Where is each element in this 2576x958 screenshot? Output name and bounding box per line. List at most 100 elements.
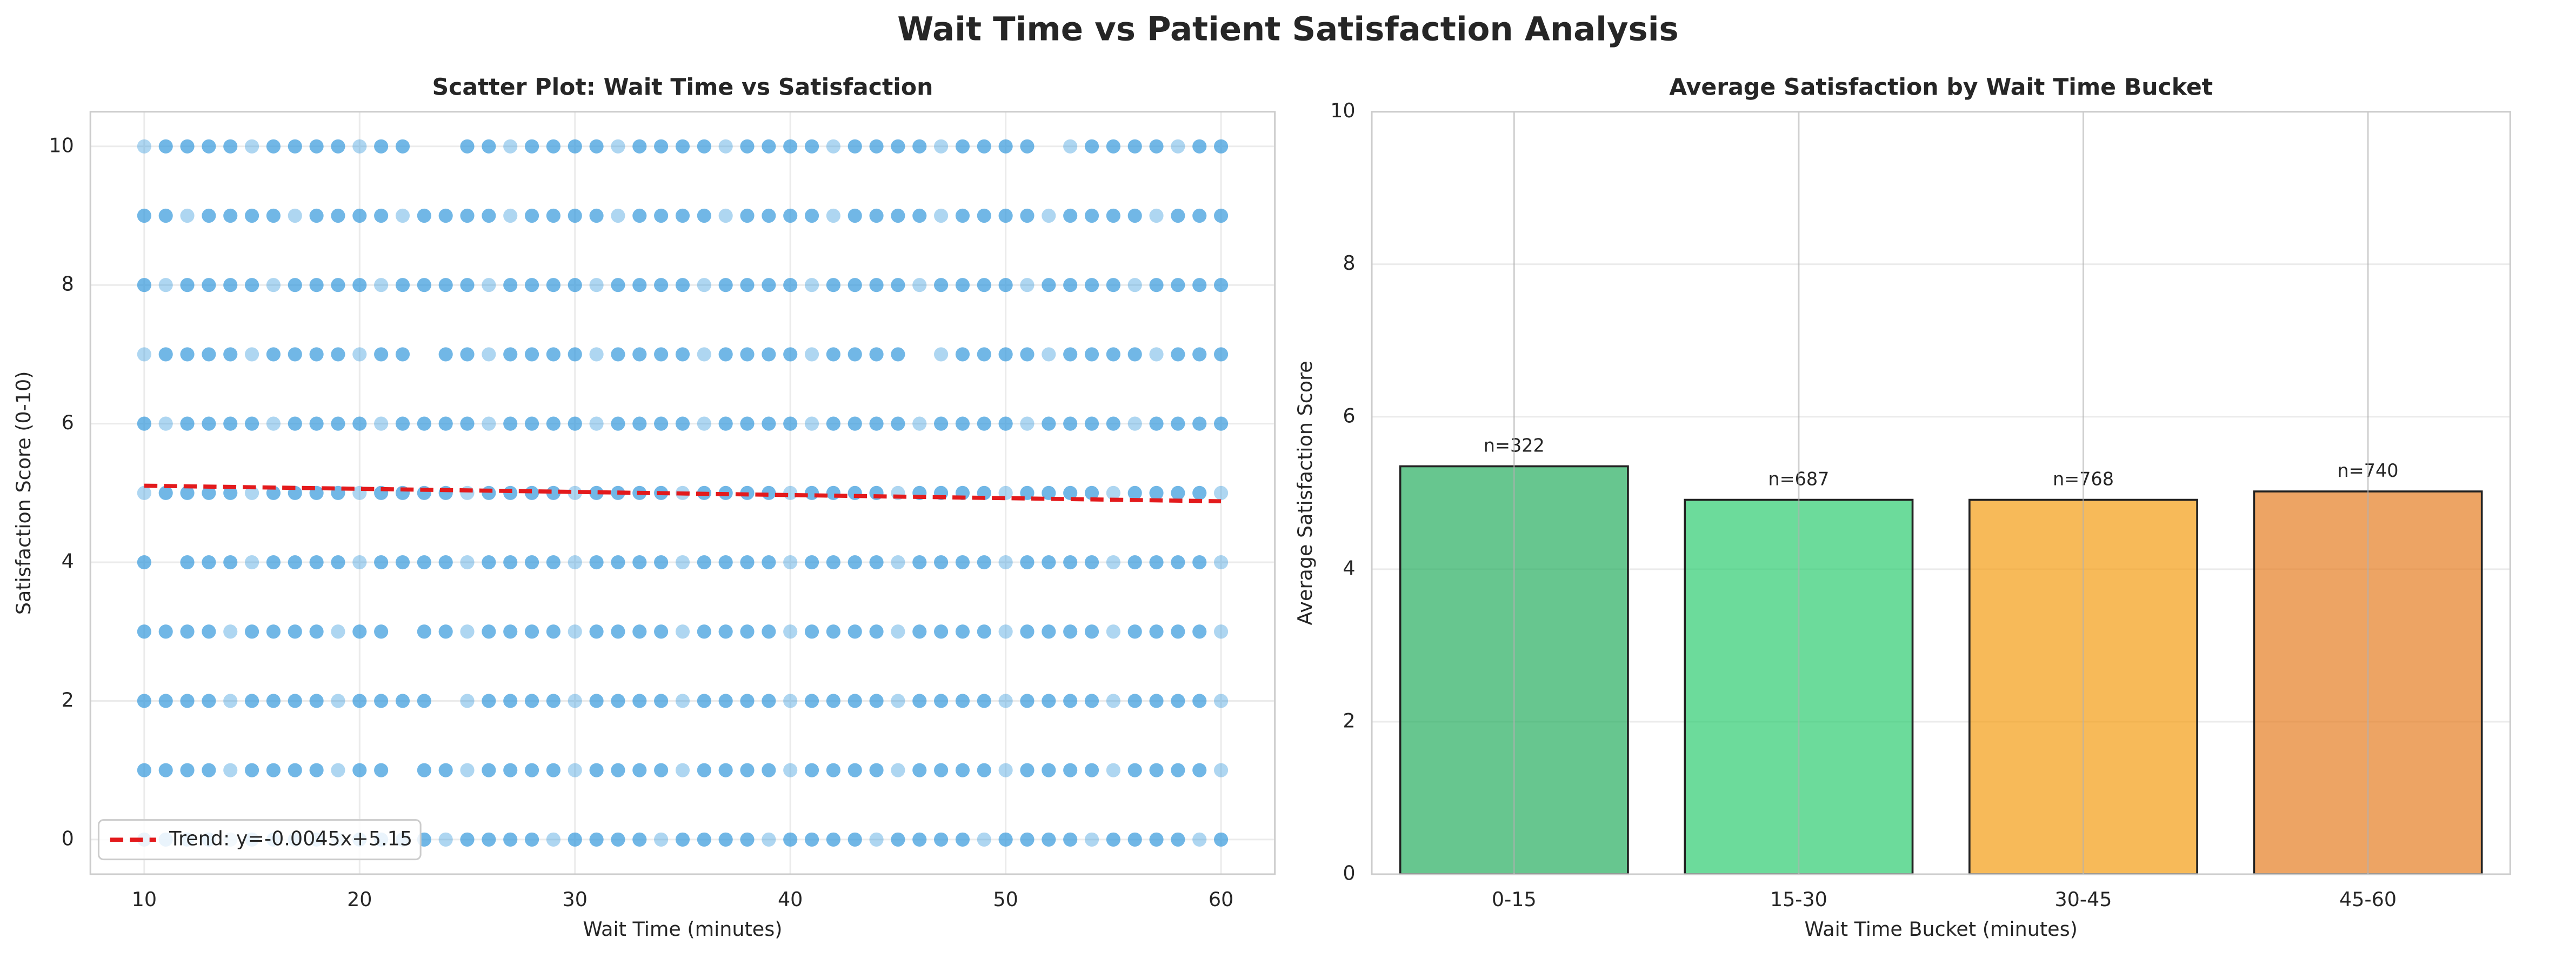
y-tick-label: 10: [1330, 99, 1355, 122]
scatter-point: [1042, 485, 1056, 500]
scatter-point: [395, 347, 410, 362]
scatter-point: [202, 763, 216, 777]
scatter-point: [740, 763, 755, 777]
scatter-point: [1171, 832, 1185, 847]
scatter-point: [826, 416, 840, 431]
scatter-point: [1127, 763, 1142, 777]
scatter-point: [568, 347, 582, 362]
scatter-point: [524, 694, 539, 708]
scatter-point: [245, 278, 259, 292]
scatter-point: [1020, 139, 1035, 154]
scatter-point: [245, 485, 259, 500]
scatter-point: [568, 416, 582, 431]
scatter-point: [826, 555, 840, 570]
scatter-point: [395, 555, 410, 570]
scatter-point: [891, 139, 905, 154]
scatter-point: [589, 832, 604, 847]
scatter-point: [245, 763, 259, 777]
scatter-point: [245, 694, 259, 708]
scatter-point: [503, 278, 518, 292]
scatter-point: [934, 694, 949, 708]
scatter-point: [718, 832, 733, 847]
scatter-point: [697, 694, 711, 708]
scatter-point: [417, 555, 431, 570]
scatter-point: [1042, 694, 1056, 708]
scatter-point: [137, 139, 151, 154]
scatter-point: [891, 347, 905, 362]
scatter-point: [891, 555, 905, 570]
scatter-point: [1192, 347, 1207, 362]
scatter-point: [740, 694, 755, 708]
scatter-point: [589, 278, 604, 292]
scatter-point: [288, 694, 302, 708]
scatter-point: [1214, 624, 1229, 639]
scatter-point: [374, 278, 389, 292]
scatter-point: [482, 763, 496, 777]
scatter-point: [266, 555, 281, 570]
scatter-point: [180, 208, 195, 223]
scatter-point: [847, 763, 862, 777]
scatter-point: [891, 278, 905, 292]
scatter-point: [1106, 694, 1120, 708]
scatter-point: [912, 139, 927, 154]
scatter-point: [503, 624, 518, 639]
scatter-point: [589, 624, 604, 639]
scatter-point: [632, 208, 647, 223]
scatter-point: [1042, 763, 1056, 777]
scatter-point: [503, 694, 518, 708]
scatter-point: [611, 763, 625, 777]
scatter-point: [762, 555, 776, 570]
scatter-point: [158, 624, 173, 639]
scatter-point: [762, 624, 776, 639]
x-axis-label: Wait Time Bucket (minutes): [1805, 917, 2078, 941]
scatter-point: [223, 208, 238, 223]
scatter-point: [223, 694, 238, 708]
scatter-point: [1171, 624, 1185, 639]
scatter-point: [503, 555, 518, 570]
x-axis-label: Wait Time (minutes): [583, 917, 782, 941]
scatter-point: [718, 555, 733, 570]
scatter-point: [352, 624, 367, 639]
scatter-point: [460, 624, 475, 639]
scatter-point: [395, 139, 410, 154]
scatter-point: [245, 624, 259, 639]
x-tick-label: 45-60: [2339, 888, 2397, 911]
scatter-point: [568, 139, 582, 154]
scatter-point: [783, 139, 798, 154]
scatter-point: [331, 208, 345, 223]
scatter-point: [546, 208, 560, 223]
scatter-point: [632, 555, 647, 570]
y-tick-label: 8: [62, 272, 74, 296]
scatter-point: [977, 139, 991, 154]
scatter-point: [223, 347, 238, 362]
scatter-point: [697, 555, 711, 570]
scatter-point: [352, 416, 367, 431]
scatter-point: [482, 485, 496, 500]
scatter-point: [438, 763, 453, 777]
scatter-point: [1020, 278, 1035, 292]
x-tick-label: 30-45: [2054, 888, 2112, 911]
scatter-point: [568, 485, 582, 500]
scatter-point: [1149, 555, 1164, 570]
scatter-point: [783, 347, 798, 362]
scatter-point: [1106, 555, 1120, 570]
scatter-point: [331, 278, 345, 292]
scatter-point: [654, 208, 669, 223]
scatter-point: [955, 832, 970, 847]
scatter-point: [1127, 624, 1142, 639]
scatter-point: [395, 694, 410, 708]
scatter-point: [1192, 832, 1207, 847]
scatter-point: [783, 416, 798, 431]
scatter-point: [137, 763, 151, 777]
scatter-point: [1020, 832, 1035, 847]
scatter-point: [589, 416, 604, 431]
scatter-point: [718, 694, 733, 708]
scatter-point: [1192, 763, 1207, 777]
scatter-point: [1171, 139, 1185, 154]
scatter-point: [524, 347, 539, 362]
scatter-point: [482, 555, 496, 570]
scatter-point: [1171, 347, 1185, 362]
scatter-point: [1149, 347, 1164, 362]
scatter-point: [180, 139, 195, 154]
